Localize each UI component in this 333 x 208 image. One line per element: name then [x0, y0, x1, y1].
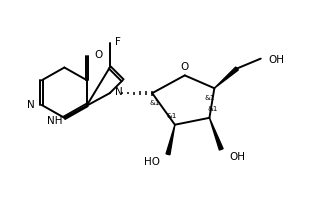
Text: NH: NH	[47, 116, 62, 126]
Text: &1: &1	[167, 113, 177, 119]
Polygon shape	[166, 125, 175, 155]
Text: &1: &1	[150, 100, 161, 106]
Text: OH: OH	[229, 152, 245, 162]
Text: &1: &1	[207, 106, 217, 112]
Polygon shape	[209, 118, 223, 150]
Text: N: N	[115, 87, 123, 97]
Text: O: O	[94, 50, 102, 60]
Polygon shape	[214, 67, 238, 88]
Text: O: O	[180, 62, 189, 72]
Text: F: F	[115, 37, 121, 47]
Text: N: N	[27, 100, 35, 110]
Text: OH: OH	[269, 55, 285, 65]
Text: &1: &1	[204, 95, 214, 101]
Text: HO: HO	[144, 157, 160, 167]
